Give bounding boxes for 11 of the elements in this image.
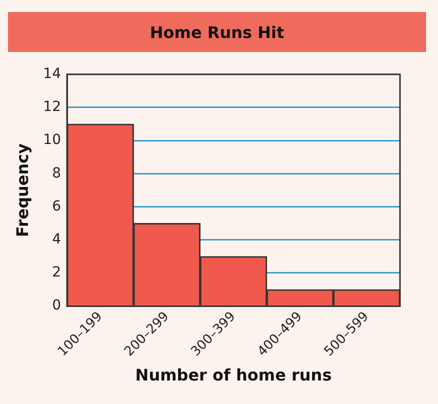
- chart-title: Home Runs Hit: [150, 22, 284, 42]
- y-tick-label: 10: [43, 132, 62, 148]
- y-tick-label: 2: [52, 264, 62, 281]
- y-tick-label: 4: [52, 232, 62, 248]
- y-tick-label: 0: [52, 298, 62, 314]
- y-tick-label: 8: [52, 165, 62, 182]
- y-axis-title: Frequency: [12, 142, 32, 238]
- y-tick-label: 12: [43, 99, 62, 116]
- x-axis-title: Number of home runs: [135, 366, 332, 385]
- y-tick-label: 14: [43, 66, 62, 82]
- y-tick-label: 6: [52, 198, 62, 214]
